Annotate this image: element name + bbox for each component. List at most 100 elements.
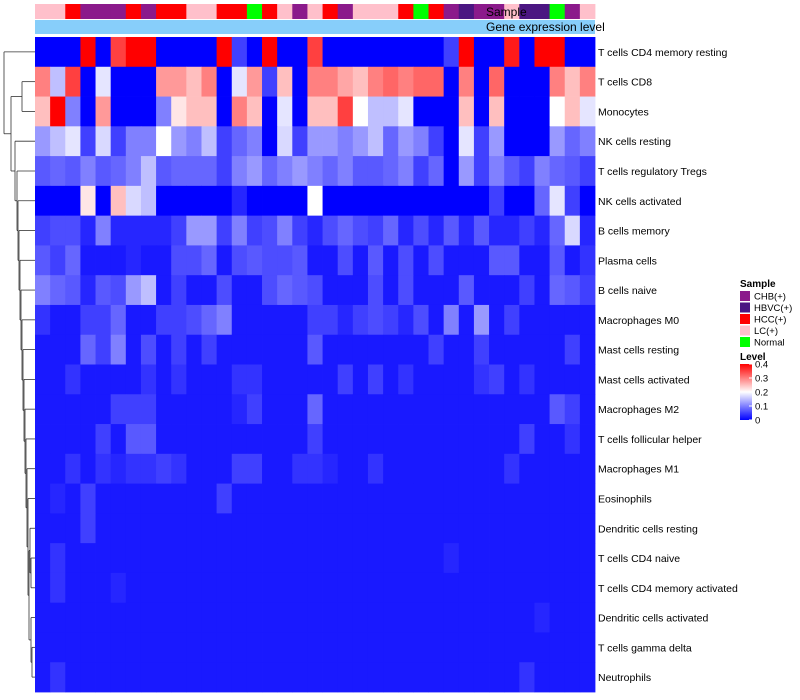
heatmap-cell [156,126,172,157]
heatmap-cell [337,602,354,633]
heatmap-cell [201,483,218,514]
heatmap-cell [458,483,475,514]
heatmap-cell [95,37,112,68]
row-label: T cells CD4 memory resting [598,47,727,59]
row-label: Macrophages M1 [598,464,679,476]
heatmap-cell [277,453,293,484]
heatmap-cell [156,632,172,663]
heatmap-cell [549,453,566,484]
heatmap-cell [95,304,112,336]
sample-annotation-cell [65,4,81,19]
heatmap-cell [473,513,490,544]
heatmap-cell [383,215,399,246]
heatmap-cell [428,424,445,455]
heatmap-cell [186,453,202,484]
heatmap-cell [443,453,460,484]
heatmap-cell [35,394,51,425]
heatmap-cell [519,96,535,127]
heatmap-cell [549,662,566,693]
heatmap-cell [171,543,187,574]
heatmap-cell [322,453,339,484]
heatmap-cell [367,275,384,306]
heatmap-cell [519,304,535,336]
heatmap-cell [579,304,596,336]
row-label: B cells naive [598,285,657,297]
heatmap-cell [564,126,581,157]
heatmap-cell [564,215,581,246]
heatmap-cell [473,483,490,514]
heatmap-cell [95,394,112,425]
heatmap-cell [322,394,339,425]
heatmap-cell [35,275,51,306]
heatmap-cell [307,543,323,574]
heatmap-cell [216,513,233,544]
sample-legend-label: LC(+) [754,326,778,337]
heatmap-cell [367,483,384,514]
heatmap-cell [140,126,157,157]
heatmap-cell [534,543,550,574]
heatmap-cell [277,66,293,97]
level-tick-label: 0.3 [755,374,768,385]
heatmap-cell [383,483,399,514]
heatmap-cell [95,602,112,633]
heatmap-cell [428,602,445,633]
heatmap-cell [231,215,248,246]
heatmap-cell [413,215,429,246]
heatmap-cell [458,424,475,455]
heatmap-cell [156,66,172,97]
heatmap-cell [337,304,354,336]
heatmap-cell [428,126,445,157]
sample-annotation-cell [140,4,157,19]
heatmap-cell [65,334,81,365]
sample-annotation-cell [352,4,369,19]
heatmap-cell [95,364,112,395]
heatmap-cell [337,126,354,157]
heatmap-cell [549,364,566,395]
heatmap-cell [277,275,293,306]
heatmap-cell [307,126,323,157]
heatmap-cell [95,453,112,484]
heatmap-cell [458,572,475,604]
heatmap-cell [246,275,263,306]
heatmap-cell [367,66,384,97]
sample-annotation-cell [201,4,218,19]
heatmap-cell [50,364,66,395]
heatmap-cell [383,572,399,604]
heatmap-cell [489,156,505,187]
heatmap-cell [50,126,66,157]
heatmap-cell [443,572,460,604]
heatmap-cell [489,513,505,544]
heatmap-cell [443,602,460,633]
heatmap-cell [35,304,51,336]
heatmap-cell [443,275,460,306]
heatmap-cell [383,245,399,276]
heatmap-cell [140,304,157,336]
heatmap-cell [140,543,157,574]
heatmap-cell [473,275,490,306]
heatmap-cell [489,543,505,574]
heatmap-cell [35,215,51,246]
heatmap-cell [80,572,96,604]
heatmap-cell [564,453,581,484]
heatmap-cell [125,275,142,306]
heatmap-cell [428,334,445,365]
heatmap-cell [277,215,293,246]
heatmap-cell [504,364,520,395]
heatmap-cell [231,304,248,336]
heatmap-cell [337,96,354,127]
heatmap-cell [292,66,308,97]
heatmap-cell [140,66,157,97]
heatmap-cell [140,632,157,663]
heatmap-cell [216,662,233,693]
heatmap-cell [80,662,96,693]
heatmap-cell [322,483,339,514]
heatmap-cell [398,364,414,395]
heatmap-cell [519,394,535,425]
heatmap-cell [383,304,399,336]
heatmap-cell [95,96,112,127]
heatmap-cell [125,245,142,276]
heatmap-cell [110,66,127,97]
heatmap-cell [579,275,596,306]
heatmap-cell [65,453,81,484]
sample-annotation-cell [156,4,172,19]
